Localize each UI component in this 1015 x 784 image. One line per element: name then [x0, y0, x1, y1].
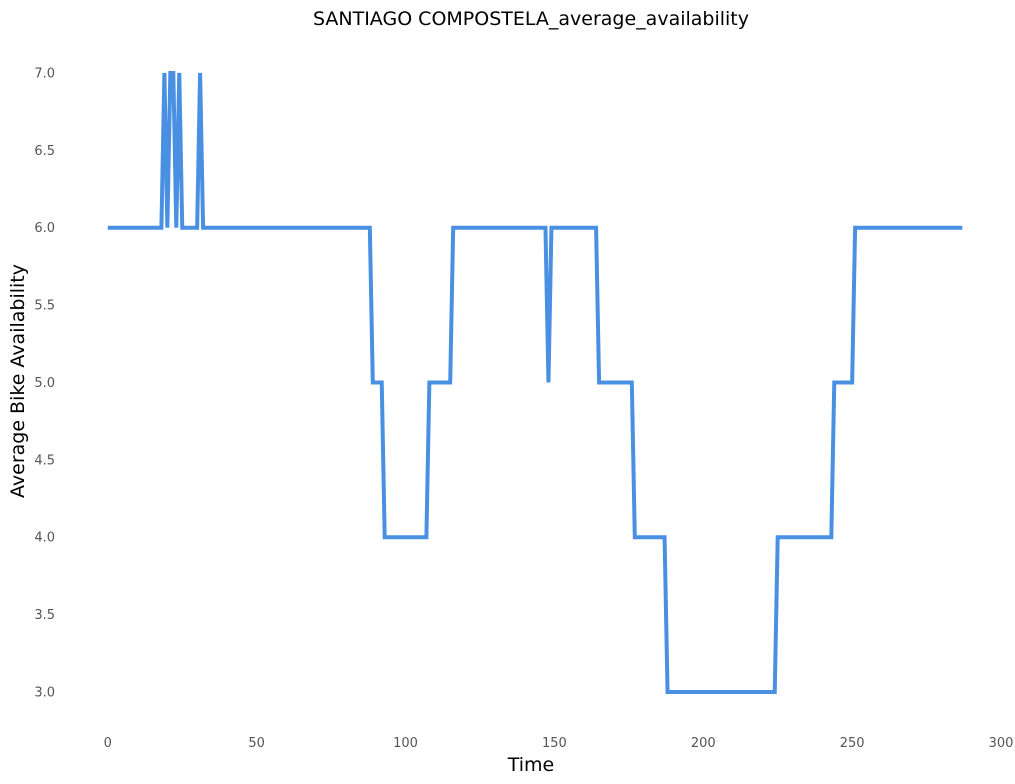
- y-tick-label: 6.5: [34, 144, 55, 159]
- chart-title: SANTIAGO COMPOSTELA_average_availability: [313, 8, 749, 30]
- x-tick-label: 200: [691, 736, 716, 751]
- y-tick-label: 6.0: [34, 221, 55, 236]
- y-tick-label: 3.5: [34, 608, 55, 623]
- y-axis-label: Average Bike Availability: [7, 264, 29, 498]
- plot-area: [107, 70, 963, 694]
- x-tick-label: 150: [542, 736, 567, 751]
- y-tick-label: 7.0: [34, 66, 55, 81]
- x-axis: 0 50 100 150 200 250 300: [104, 736, 1014, 751]
- x-tick-label: 300: [989, 736, 1014, 751]
- series-line: [107, 70, 963, 694]
- y-tick-label: 5.5: [34, 299, 55, 314]
- x-tick-label: 100: [393, 736, 418, 751]
- y-tick-label: 5.0: [34, 376, 55, 391]
- y-tick-label: 3.0: [34, 685, 55, 700]
- y-tick-label: 4.0: [34, 531, 55, 546]
- y-axis: 3.0 3.5 4.0 4.5 5.0 5.5 6.0 6.5 7.0: [34, 66, 55, 700]
- y-tick-label: 4.5: [34, 453, 55, 468]
- x-tick-label: 250: [840, 736, 865, 751]
- x-tick-label: 0: [104, 736, 112, 751]
- x-axis-label: Time: [507, 754, 555, 776]
- x-tick-label: 50: [248, 736, 265, 751]
